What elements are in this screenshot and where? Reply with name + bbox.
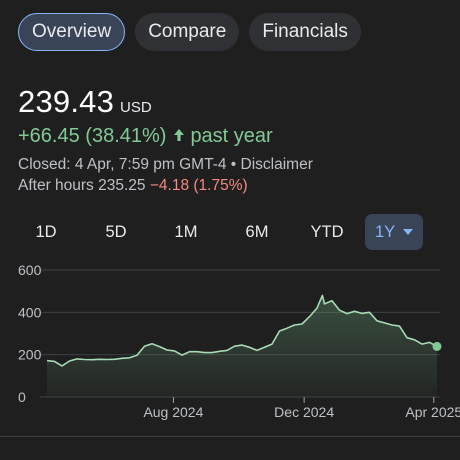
range-5d[interactable]: 5D (105, 223, 127, 241)
x-tick-label: Apr 2025 (405, 404, 460, 420)
y-tick-label: 200 (18, 347, 42, 363)
after-hours-price: After hours 235.25 (18, 177, 146, 194)
x-tick-label: Dec 2024 (274, 404, 334, 420)
tab-bar: Overview Compare Financials (18, 13, 361, 51)
divider (0, 436, 460, 437)
chart-current-point (432, 341, 442, 351)
arrow-up-icon (173, 125, 185, 148)
caret-down-icon (403, 229, 414, 235)
chart-price-line (46, 294, 438, 367)
price-row: 239.43 USD (18, 84, 152, 120)
current-price: 239.43 (18, 84, 115, 119)
tab-overview[interactable]: Overview (18, 13, 126, 51)
range-1m[interactable]: 1M (174, 223, 198, 241)
range-1y-dropdown[interactable]: 1Y (365, 214, 424, 250)
after-hours-change: −4.18 (1.75%) (149, 177, 248, 194)
y-tick-label: 600 (18, 262, 42, 278)
range-ytd[interactable]: YTD (310, 223, 344, 241)
chart-area-fill (47, 295, 437, 397)
price-chart[interactable]: 0 200 400 600 Aug 2024 Dec 2024 Apr 2025 (0, 258, 460, 430)
tab-compare[interactable]: Compare (135, 13, 240, 51)
y-tick-label: 0 (18, 389, 26, 405)
currency-label: USD (120, 99, 152, 116)
range-1d[interactable]: 1D (35, 223, 57, 241)
change-period: past year (190, 125, 273, 147)
price-change-row: +66.45 (38.41%) past year (18, 125, 273, 148)
tab-financials[interactable]: Financials (249, 13, 361, 51)
price-change: +66.45 (38.41%) (18, 125, 167, 147)
market-closed-info: Closed: 4 Apr, 7:59 pm GMT-4 • Disclaime… (18, 156, 313, 173)
range-1y-label: 1Y (375, 223, 396, 241)
range-6m[interactable]: 6M (245, 223, 269, 241)
after-hours-info: After hours 235.25 −4.18 (1.75%) (18, 177, 248, 195)
y-tick-label: 400 (18, 304, 42, 320)
x-tick-label: Aug 2024 (143, 404, 203, 420)
range-selector: 1D 5D 1M 6M YTD 1Y (0, 214, 460, 250)
